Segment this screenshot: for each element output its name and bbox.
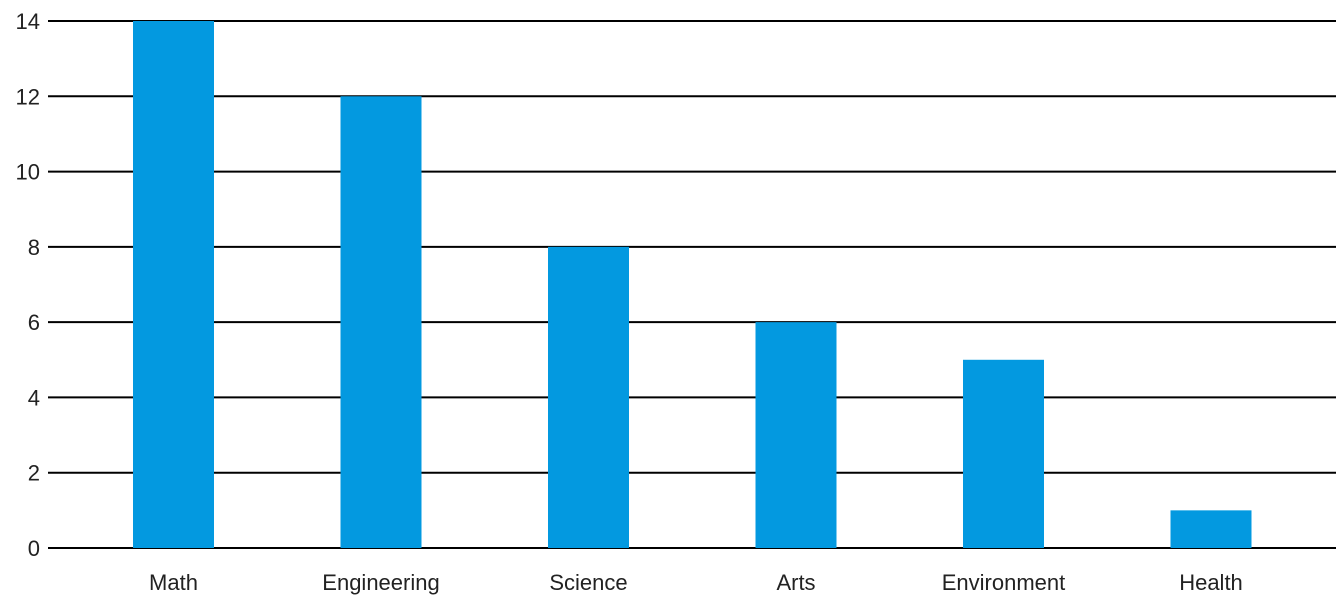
x-category-label: Engineering (322, 570, 439, 595)
x-category-label: Health (1179, 570, 1243, 595)
bar-engineering (340, 96, 422, 549)
bar-environment (963, 359, 1044, 548)
y-tick-label: 2 (28, 461, 40, 486)
x-category-label: Science (549, 570, 627, 595)
bar-arts (755, 322, 837, 548)
y-tick-label: 10 (16, 160, 40, 185)
x-category-label: Arts (776, 570, 815, 595)
x-category-label: Environment (942, 570, 1066, 595)
y-tick-label: 4 (28, 385, 40, 410)
y-tick-label: 8 (28, 235, 40, 260)
grid-layer (48, 20, 1336, 549)
y-tick-label: 6 (28, 310, 40, 335)
bar-layer (133, 21, 1252, 549)
x-category-label: Math (149, 570, 198, 595)
y-tick-label: 14 (16, 9, 40, 34)
y-axis-ticks: 0 2 4 6 8 10 12 14 (16, 9, 40, 561)
bar-math (133, 21, 214, 548)
y-tick-label: 0 (28, 536, 40, 561)
bar-health (1170, 510, 1252, 548)
y-tick-label: 12 (16, 84, 40, 109)
x-axis-labels: Math Engineering Science Arts Environment Hea… (149, 570, 1243, 595)
bar-science (548, 246, 629, 548)
